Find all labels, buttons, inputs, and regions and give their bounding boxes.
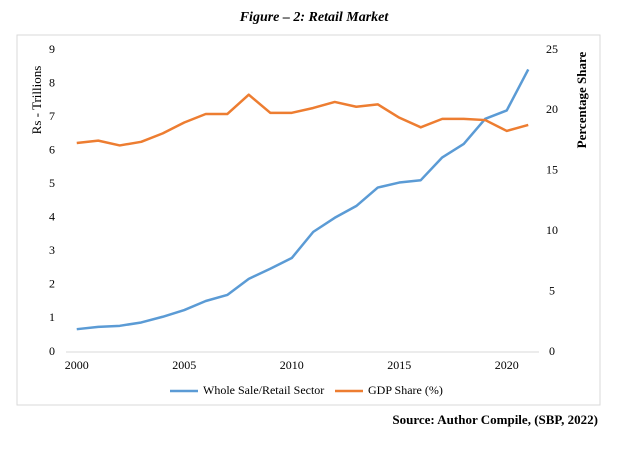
y-tick-label: 8 xyxy=(49,75,55,89)
y-tick-label: 2 xyxy=(49,277,55,291)
y2-tick-label: 20 xyxy=(546,102,558,116)
y-axis-title: Rs - Trillions xyxy=(29,66,44,135)
y-tick-label: 1 xyxy=(49,310,55,324)
source-note: Source: Author Compile, (SBP, 2022) xyxy=(392,412,598,427)
series-line xyxy=(76,68,530,331)
y2-tick-label: 25 xyxy=(546,42,558,56)
legend-label: Whole Sale/Retail Sector xyxy=(203,383,324,397)
y2-tick-label: 15 xyxy=(546,163,558,177)
y2-tick-label: 0 xyxy=(549,344,555,358)
y-tick-label: 0 xyxy=(49,344,55,358)
x-tick-label: 2015 xyxy=(387,358,411,372)
y-tick-label: 6 xyxy=(49,142,55,156)
y-tick-label: 9 xyxy=(49,42,55,56)
legend-label: GDP Share (%) xyxy=(368,383,443,397)
y-tick-label: 4 xyxy=(49,210,55,224)
y-tick-label: 5 xyxy=(49,176,55,190)
y-tick-label: 3 xyxy=(49,243,55,257)
y2-tick-label: 5 xyxy=(549,283,555,297)
chart-title: Figure – 2: Retail Market xyxy=(239,10,390,25)
x-tick-label: 2020 xyxy=(495,358,519,372)
y2-axis-title: Percentage Share xyxy=(574,51,589,148)
x-tick-label: 2005 xyxy=(172,358,196,372)
series-line xyxy=(76,93,529,147)
x-tick-label: 2010 xyxy=(280,358,304,372)
x-tick-label: 2000 xyxy=(65,358,89,372)
y2-tick-label: 10 xyxy=(546,223,558,237)
y-tick-label: 7 xyxy=(49,109,55,123)
chart-frame xyxy=(16,34,601,406)
